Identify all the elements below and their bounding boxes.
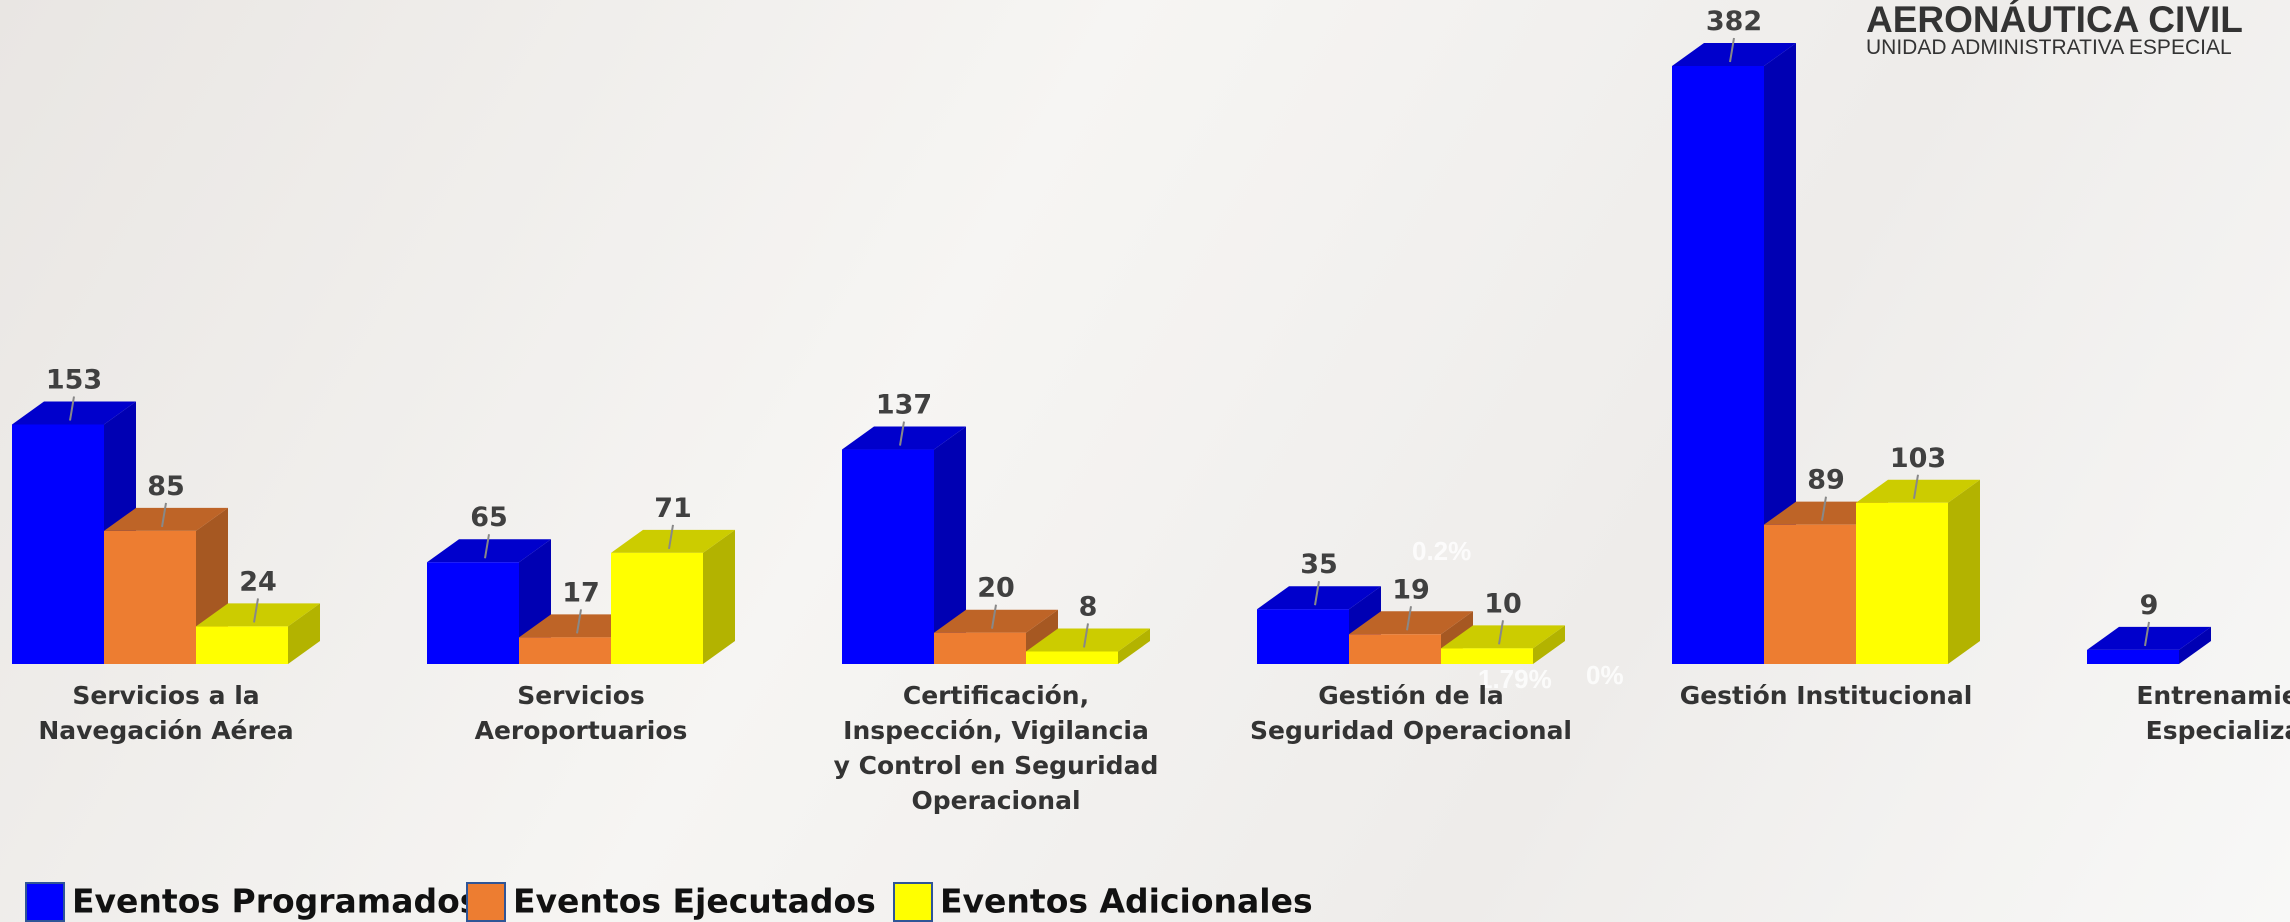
bar-face bbox=[104, 507, 228, 531]
value-label: 71 bbox=[654, 493, 692, 524]
leader-line bbox=[253, 598, 259, 623]
bar-face bbox=[1672, 43, 1796, 66]
leader-line bbox=[1314, 581, 1320, 606]
leader-line bbox=[1406, 606, 1412, 631]
category-label: Gestión Institucional bbox=[1679, 681, 1973, 710]
leader-line bbox=[1498, 620, 1504, 645]
legend-label: Eventos Adicionales bbox=[940, 882, 1313, 921]
bar-face bbox=[934, 426, 966, 664]
bar bbox=[1441, 625, 1565, 664]
value-label: 85 bbox=[147, 471, 185, 502]
value-label: 20 bbox=[977, 573, 1015, 604]
bar-face bbox=[427, 562, 519, 664]
leader-line bbox=[69, 396, 75, 421]
bar-face bbox=[1856, 479, 1980, 503]
bar bbox=[1026, 628, 1150, 664]
leader-line bbox=[899, 421, 905, 446]
value-label: 65 bbox=[470, 502, 508, 533]
header-title: AERONÁUTICA CIVIL bbox=[1866, 0, 2243, 40]
leader-line bbox=[484, 534, 490, 559]
bar-face bbox=[1856, 502, 1948, 664]
category-label: Certificación, Inspección, Vigilancia y … bbox=[833, 681, 1159, 815]
value-label: 17 bbox=[562, 577, 600, 608]
value-label: 103 bbox=[1890, 443, 1946, 474]
leader-line bbox=[1083, 623, 1089, 648]
value-label: 382 bbox=[1706, 6, 1762, 37]
bar-face bbox=[2087, 649, 2179, 664]
leader-line bbox=[576, 609, 582, 634]
leader-line bbox=[991, 604, 997, 629]
bar-face bbox=[2179, 626, 2211, 664]
bar-face bbox=[1257, 609, 1349, 664]
bar-face bbox=[1257, 586, 1381, 610]
bar-face bbox=[1118, 628, 1150, 664]
bar bbox=[611, 529, 735, 664]
bar-face bbox=[1349, 611, 1473, 635]
annotation: 0.2% bbox=[1412, 536, 1471, 566]
bar bbox=[1856, 479, 1980, 664]
value-label: 137 bbox=[876, 390, 932, 421]
category-label: Servicios a la Navegación Aérea bbox=[38, 681, 294, 745]
bar-face bbox=[1672, 66, 1764, 664]
leader-line bbox=[1913, 474, 1919, 499]
annotation: 1.79% bbox=[1478, 664, 1552, 694]
leader-line bbox=[161, 502, 167, 528]
value-label: 9 bbox=[2140, 590, 2159, 621]
bar-face bbox=[611, 552, 703, 664]
value-label: 19 bbox=[1392, 574, 1430, 605]
bar-face bbox=[2087, 626, 2211, 650]
bar-face bbox=[611, 529, 735, 553]
bar bbox=[934, 609, 1058, 664]
bar-face bbox=[842, 426, 966, 450]
bar-face bbox=[1349, 634, 1441, 664]
bar-face bbox=[12, 424, 104, 664]
legend-swatch bbox=[25, 882, 65, 922]
leader-line bbox=[668, 524, 674, 550]
bar-face bbox=[1441, 648, 1533, 664]
legend-swatch bbox=[893, 882, 933, 922]
bar-face bbox=[427, 539, 551, 563]
category-label: Servicios Aeroportuarios bbox=[474, 681, 688, 745]
leader-line bbox=[1821, 496, 1827, 521]
header-subtitle: UNIDAD ADMINISTRATIVA ESPECIAL bbox=[1866, 36, 2232, 59]
bar-face bbox=[842, 449, 934, 664]
bar-face bbox=[1533, 625, 1565, 664]
bar-face bbox=[1026, 628, 1150, 652]
bar-face bbox=[519, 637, 611, 664]
bar bbox=[2087, 626, 2211, 664]
bar-face bbox=[1441, 625, 1565, 649]
value-label: 35 bbox=[1300, 549, 1338, 580]
leader-line bbox=[1729, 37, 1735, 63]
bar-face bbox=[196, 626, 288, 664]
bar-face bbox=[934, 632, 1026, 664]
bar-face bbox=[288, 603, 320, 664]
value-label: 89 bbox=[1807, 465, 1845, 496]
bar bbox=[842, 426, 966, 664]
bar bbox=[1672, 43, 1796, 664]
bar-face bbox=[1948, 479, 1980, 664]
bar bbox=[196, 603, 320, 664]
bar-face bbox=[1764, 524, 1856, 664]
leader-line bbox=[2144, 621, 2150, 647]
bar-face bbox=[1026, 651, 1118, 664]
legend-label: Eventos Ejecutados bbox=[513, 882, 876, 921]
value-label: 10 bbox=[1484, 588, 1522, 619]
value-label: 153 bbox=[46, 364, 102, 395]
category-label: Gestión de la Seguridad Operacional bbox=[1249, 681, 1573, 745]
annotation: 0% bbox=[1586, 660, 1624, 690]
value-label: 8 bbox=[1079, 591, 1098, 622]
legend-label: Eventos Programados bbox=[72, 882, 479, 921]
bar-face bbox=[703, 529, 735, 664]
category-label: Entrenamiento Especializado bbox=[2136, 681, 2290, 745]
bar-face bbox=[12, 401, 136, 425]
bar-face bbox=[196, 603, 320, 627]
bar-face bbox=[104, 530, 196, 664]
bar-face bbox=[934, 609, 1058, 633]
value-label: 24 bbox=[239, 566, 277, 597]
legend-swatch bbox=[466, 882, 506, 922]
